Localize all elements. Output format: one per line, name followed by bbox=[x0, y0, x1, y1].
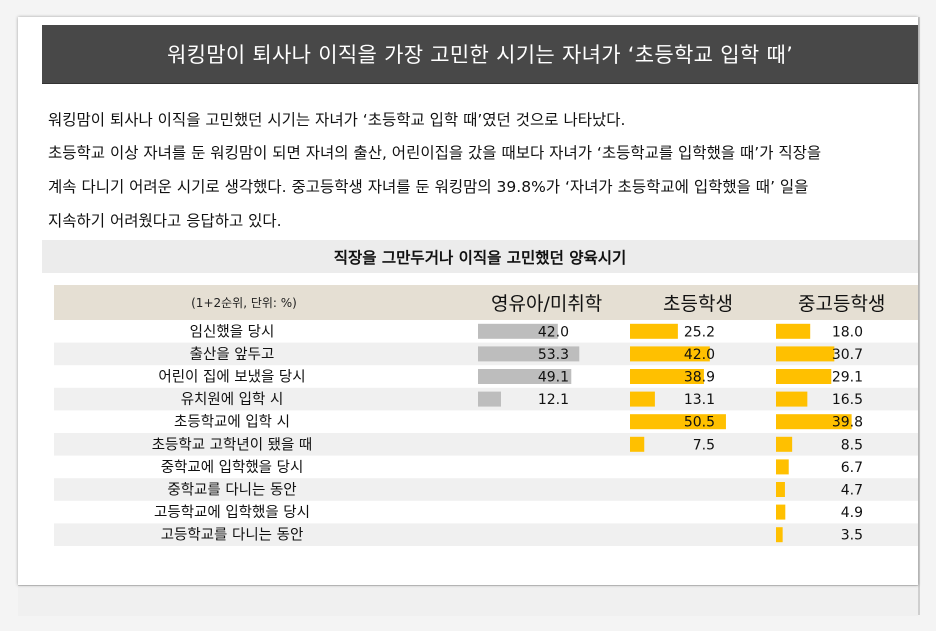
category-label: 임신했을 당시 bbox=[190, 323, 275, 340]
bar bbox=[776, 504, 786, 520]
data-label: 3.5 bbox=[841, 528, 863, 544]
data-label: 13.1 bbox=[684, 392, 715, 408]
data-label: 6.7 bbox=[841, 460, 863, 476]
bar bbox=[776, 391, 808, 407]
row-stripe bbox=[54, 523, 918, 546]
bar bbox=[776, 436, 793, 452]
data-label: 8.5 bbox=[841, 437, 863, 453]
bar bbox=[478, 323, 558, 339]
bar bbox=[478, 346, 580, 362]
bar bbox=[776, 323, 811, 339]
column-header-secondary: 중고등학생 bbox=[798, 293, 886, 315]
data-label: 4.9 bbox=[841, 505, 863, 521]
frame-bottom bbox=[18, 585, 918, 616]
category-label: 유치원에 입학 시 bbox=[181, 391, 284, 408]
data-label: 29.1 bbox=[832, 370, 863, 386]
category-label: 출산을 앞두고 bbox=[190, 346, 275, 363]
bar bbox=[630, 369, 704, 384]
data-label: 49.1 bbox=[538, 370, 569, 386]
data-label: 12.1 bbox=[538, 392, 569, 408]
paragraph-line-4: 지속하기 어려웠다고 응답하고 있다. bbox=[48, 212, 282, 230]
bar bbox=[630, 414, 726, 430]
data-label: 16.5 bbox=[832, 392, 863, 408]
data-label: 50.5 bbox=[684, 415, 715, 431]
bar bbox=[776, 527, 783, 543]
category-label: 초등학교 고학년이 됐을 때 bbox=[152, 436, 313, 453]
bar bbox=[776, 459, 789, 475]
bar bbox=[776, 369, 832, 384]
column-header-preschool: 영유아/미취학 bbox=[491, 293, 603, 315]
table-header-band bbox=[54, 285, 918, 320]
row-stripe bbox=[54, 433, 918, 456]
data-label: 38.9 bbox=[684, 370, 715, 386]
data-label: 53.3 bbox=[538, 347, 569, 363]
data-label: 18.0 bbox=[832, 324, 863, 340]
bar bbox=[478, 391, 501, 407]
category-label: 중학교를 다니는 동안 bbox=[167, 482, 296, 499]
bar bbox=[630, 346, 710, 362]
category-label: 고등학교를 다니는 동안 bbox=[161, 527, 304, 544]
bar bbox=[630, 323, 678, 339]
data-label: 4.7 bbox=[841, 483, 863, 499]
page-title: 워킹맘이 퇴사나 이직을 가장 고민한 시기는 자녀가 ‘초등학교 입학 때’ bbox=[42, 25, 918, 84]
content-card: 워킹맘이 퇴사나 이직을 가장 고민한 시기는 자녀가 ‘초등학교 입학 때’ … bbox=[18, 17, 918, 585]
category-label: 중학교에 입학했을 당시 bbox=[161, 459, 304, 476]
bar bbox=[630, 391, 655, 407]
row-stripe bbox=[54, 478, 918, 501]
chart-title: 직장을 그만두거나 이직을 고민했던 양육시기 bbox=[42, 240, 918, 273]
bar bbox=[776, 414, 852, 430]
column-header-elementary: 초등학생 bbox=[663, 293, 733, 315]
data-label: 39.8 bbox=[832, 415, 863, 431]
category-label: 초등학교에 입학 시 bbox=[174, 414, 290, 431]
paragraph-line-2: 초등학교 이상 자녀를 둔 워킹맘이 되면 자녀의 출산, 어린이집을 갔을 때… bbox=[48, 144, 822, 162]
bar bbox=[478, 369, 572, 384]
data-label: 25.2 bbox=[684, 324, 715, 340]
frame-right-edge bbox=[918, 17, 920, 615]
data-label: 42.0 bbox=[684, 347, 715, 363]
data-label: 30.7 bbox=[832, 347, 863, 363]
paragraph-line-3: 계속 다니기 어려운 시기로 생각했다. 중고등학생 자녀를 둔 워킹맘의 39… bbox=[48, 178, 809, 196]
category-label: 어린이 집에 보냈을 당시 bbox=[158, 369, 305, 386]
data-label: 7.5 bbox=[693, 437, 715, 453]
bar bbox=[630, 436, 645, 452]
category-label: 고등학교에 입학했을 당시 bbox=[154, 504, 310, 521]
unit-note: (1+2순위, 단위: %) bbox=[191, 296, 297, 310]
bar bbox=[776, 482, 785, 497]
data-label: 42.0 bbox=[538, 324, 569, 340]
bar bbox=[776, 346, 835, 362]
paragraph-line-1: 워킹맘이 퇴사나 이직을 고민했던 시기는 자녀가 ‘초등학교 입학 때’였던 … bbox=[48, 111, 626, 129]
